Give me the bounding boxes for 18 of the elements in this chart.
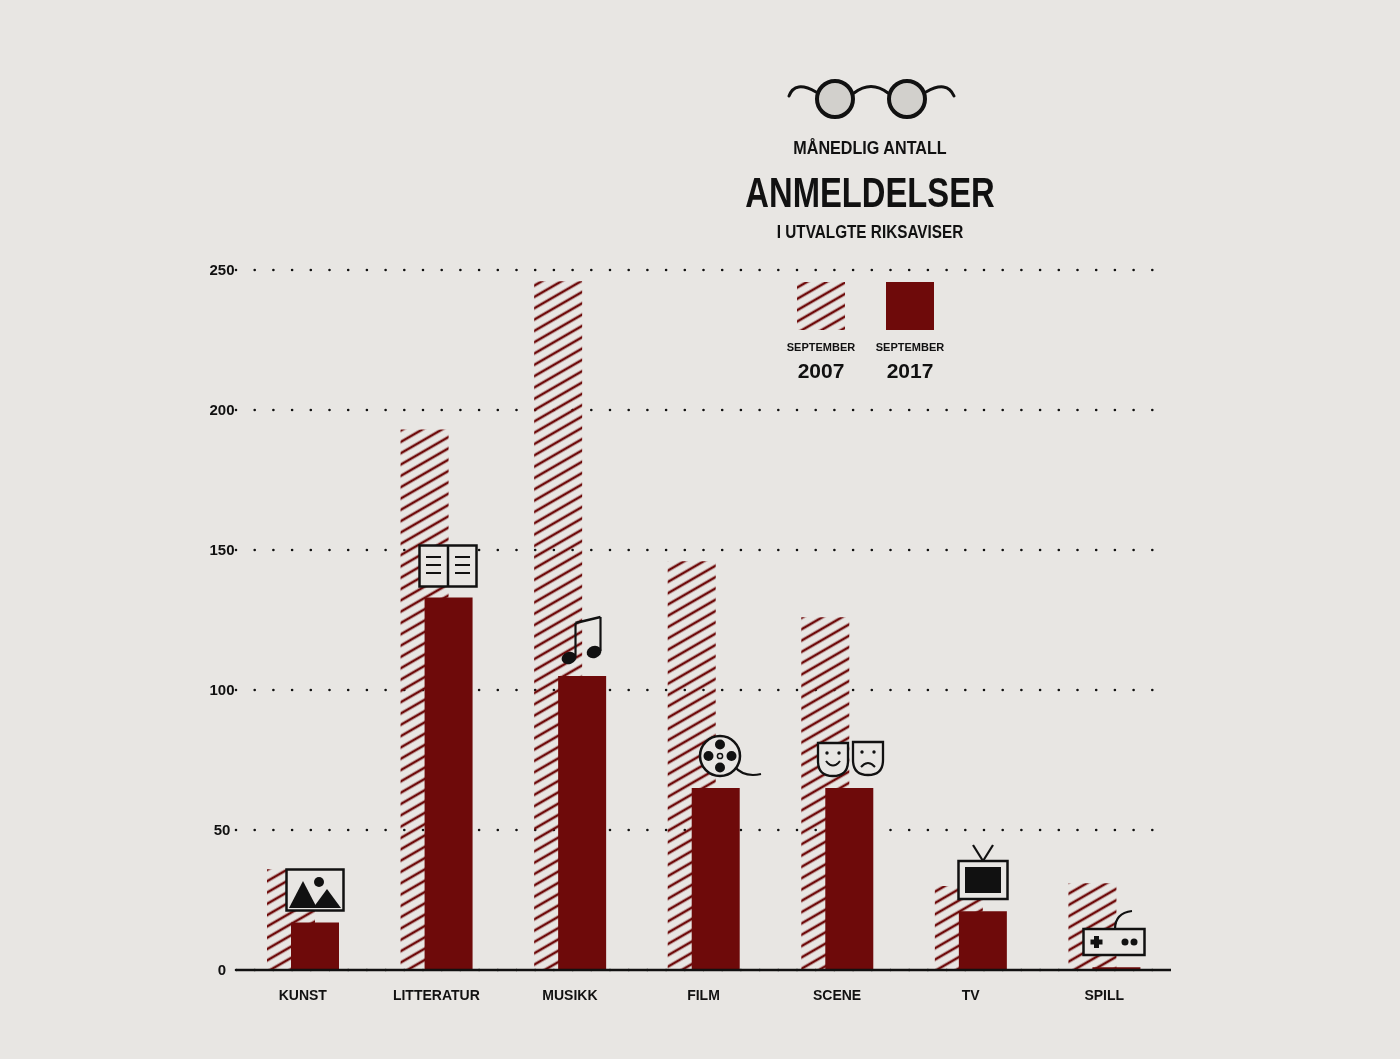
y-tick-label: 250 [209,261,235,278]
y-tick-label: 0 [217,961,227,978]
x-tick-label: MUSIKK [542,986,598,1003]
chart-subtitle: I UTVALGTE RIKSAVISER [775,221,965,243]
x-tick-label: TV [961,986,981,1003]
chart-title: ANMELDELSER [744,169,996,217]
x-tick-label: KUNST [278,986,328,1003]
x-tick-label: FILM [687,986,720,1003]
y-tick-label: 150 [209,541,235,558]
text: MÅNEDLIG ANTALL [792,136,948,160]
x-tick-label: SCENE [812,986,862,1003]
legend-label: SEPTEMBER 2017 [875,341,945,383]
y-tick-label: 100 [209,681,235,698]
y-tick-label: 200 [209,401,235,418]
legend-label: SEPTEMBER 2007 [786,341,856,383]
y-tick-label: 50 [213,821,231,838]
x-tick-label: SPILL [1084,986,1125,1003]
x-tick-label: LITTERATUR [392,986,480,1003]
